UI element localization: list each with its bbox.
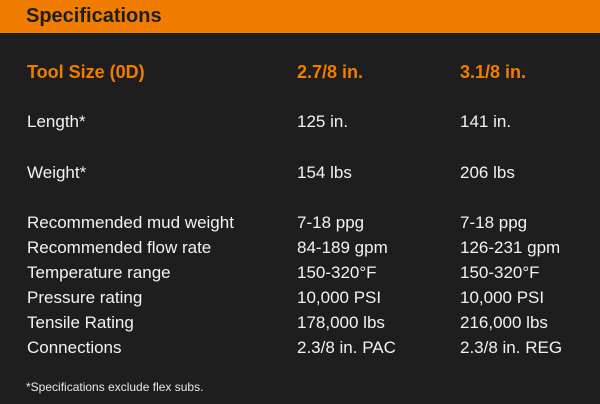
header-bar: Specifications xyxy=(0,0,600,33)
row-value-size-1: 178,000 lbs xyxy=(297,313,385,332)
row-value-size-1: 10,000 PSI xyxy=(297,288,382,307)
row-value-size-2: 10,000 PSI xyxy=(460,288,545,307)
row-value-size-1: 125 in. xyxy=(297,112,349,131)
row-value-size-1: 154 lbs xyxy=(297,163,352,182)
row-value-size-1: 2.3/8 in. PAC xyxy=(297,338,396,357)
row-label: Recommended mud weight xyxy=(27,213,234,232)
column-header-size-2: 3.1/8 in. xyxy=(460,62,527,82)
row-label: Pressure rating xyxy=(27,288,143,307)
row-value-size-2: 7-18 ppg xyxy=(460,213,528,232)
row-label: Tensile Rating xyxy=(27,313,134,332)
column-header-tool-size: Tool Size (0D) xyxy=(27,62,145,82)
row-value-size-2: 141 in. xyxy=(460,112,512,131)
row-value-size-1: 150-320°F xyxy=(297,263,377,282)
column-header-size-1: 2.7/8 in. xyxy=(297,62,364,82)
row-label: Length* xyxy=(27,112,86,131)
row-value-size-2: 206 lbs xyxy=(460,163,515,182)
row-label: Weight* xyxy=(27,163,87,182)
row-value-size-1: 84-189 gpm xyxy=(297,238,388,257)
footnote: *Specifications exclude flex subs. xyxy=(26,380,204,394)
row-value-size-1: 7-18 ppg xyxy=(297,213,365,232)
row-value-size-2: 150-320°F xyxy=(460,263,540,282)
row-value-size-2: 126-231 gpm xyxy=(460,238,561,257)
row-label: Recommended flow rate xyxy=(27,238,212,257)
row-value-size-2: 216,000 lbs xyxy=(460,313,548,332)
row-label: Connections xyxy=(27,338,122,357)
page-title: Specifications xyxy=(26,5,162,27)
row-value-size-2: 2.3/8 in. REG xyxy=(460,338,563,357)
row-label: Temperature range xyxy=(27,263,171,282)
